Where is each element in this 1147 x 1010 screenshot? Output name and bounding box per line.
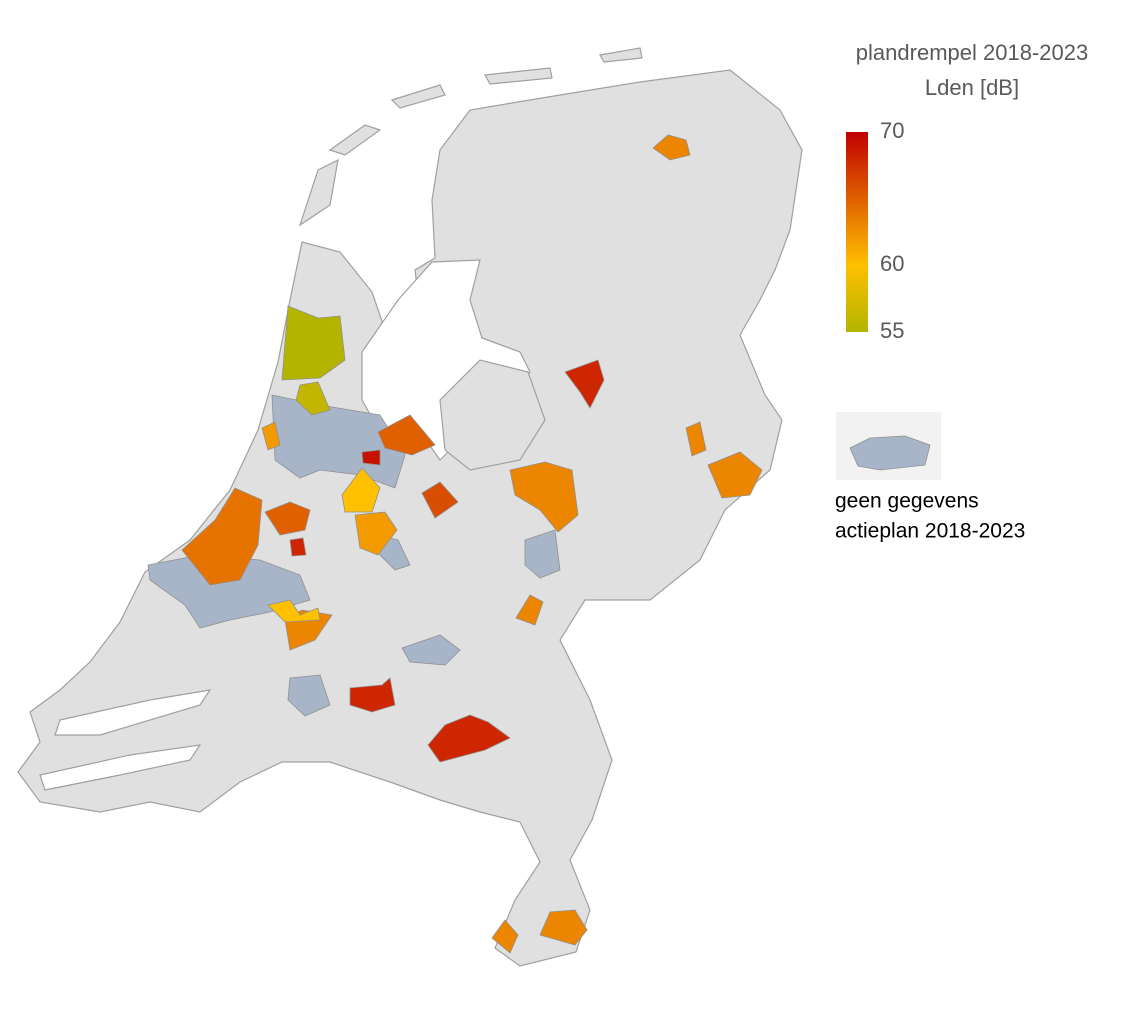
no-data-label: actieplan 2018-2023 bbox=[835, 520, 1025, 543]
region bbox=[354, 511, 398, 556]
colorbar-tick-label: 70 bbox=[880, 118, 904, 143]
region bbox=[652, 134, 691, 161]
colorbar-tick-label: 55 bbox=[880, 318, 904, 343]
colorbar-tick-label: 60 bbox=[880, 251, 904, 276]
region bbox=[264, 501, 311, 536]
island bbox=[328, 124, 382, 156]
region bbox=[361, 449, 381, 466]
island bbox=[599, 47, 643, 63]
region bbox=[181, 487, 263, 586]
region bbox=[421, 481, 459, 519]
no-data-regions bbox=[147, 394, 561, 717]
island bbox=[390, 84, 446, 109]
legend-subtitle: Lden [dB] bbox=[925, 75, 1019, 100]
colorbar bbox=[846, 132, 868, 332]
colorbar-ticks: 70 60 55 bbox=[880, 118, 904, 343]
region bbox=[289, 537, 307, 557]
no-data-swatch bbox=[849, 435, 931, 471]
region bbox=[491, 919, 519, 954]
region bbox=[261, 421, 281, 451]
region bbox=[539, 909, 588, 946]
no-data-region bbox=[524, 529, 561, 579]
island bbox=[484, 67, 553, 85]
flevoland bbox=[439, 359, 546, 471]
region bbox=[685, 421, 707, 457]
estuary bbox=[54, 689, 212, 736]
no-data-label: geen gegevens bbox=[835, 490, 979, 513]
legend-title: plandrempel 2018-2023 bbox=[856, 40, 1088, 65]
region bbox=[509, 461, 579, 533]
value-regions bbox=[181, 134, 763, 954]
region bbox=[267, 599, 321, 623]
region bbox=[377, 414, 436, 456]
country-outline bbox=[17, 69, 803, 967]
no-data-region bbox=[287, 674, 331, 717]
netherlands-map bbox=[17, 47, 803, 967]
region bbox=[341, 467, 381, 513]
region bbox=[295, 381, 331, 416]
region bbox=[564, 359, 605, 409]
region bbox=[427, 714, 511, 763]
estuary bbox=[39, 744, 202, 791]
region bbox=[707, 451, 763, 499]
region bbox=[349, 677, 396, 713]
region bbox=[515, 594, 544, 626]
region bbox=[281, 305, 346, 381]
island bbox=[298, 158, 339, 227]
legend: plandrempel 2018-2023 Lden [dB] 70 60 55 g… bbox=[835, 40, 1088, 543]
no-data-region bbox=[271, 394, 406, 489]
no-data-region bbox=[401, 634, 461, 666]
